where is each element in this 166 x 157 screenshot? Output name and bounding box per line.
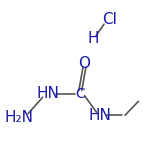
Text: O: O	[78, 56, 90, 71]
Text: H: H	[88, 31, 99, 46]
Text: HN: HN	[37, 86, 60, 101]
Text: Cl: Cl	[102, 12, 117, 27]
Text: HN: HN	[88, 108, 111, 123]
Text: H₂N: H₂N	[5, 110, 34, 125]
Text: C: C	[75, 87, 85, 101]
